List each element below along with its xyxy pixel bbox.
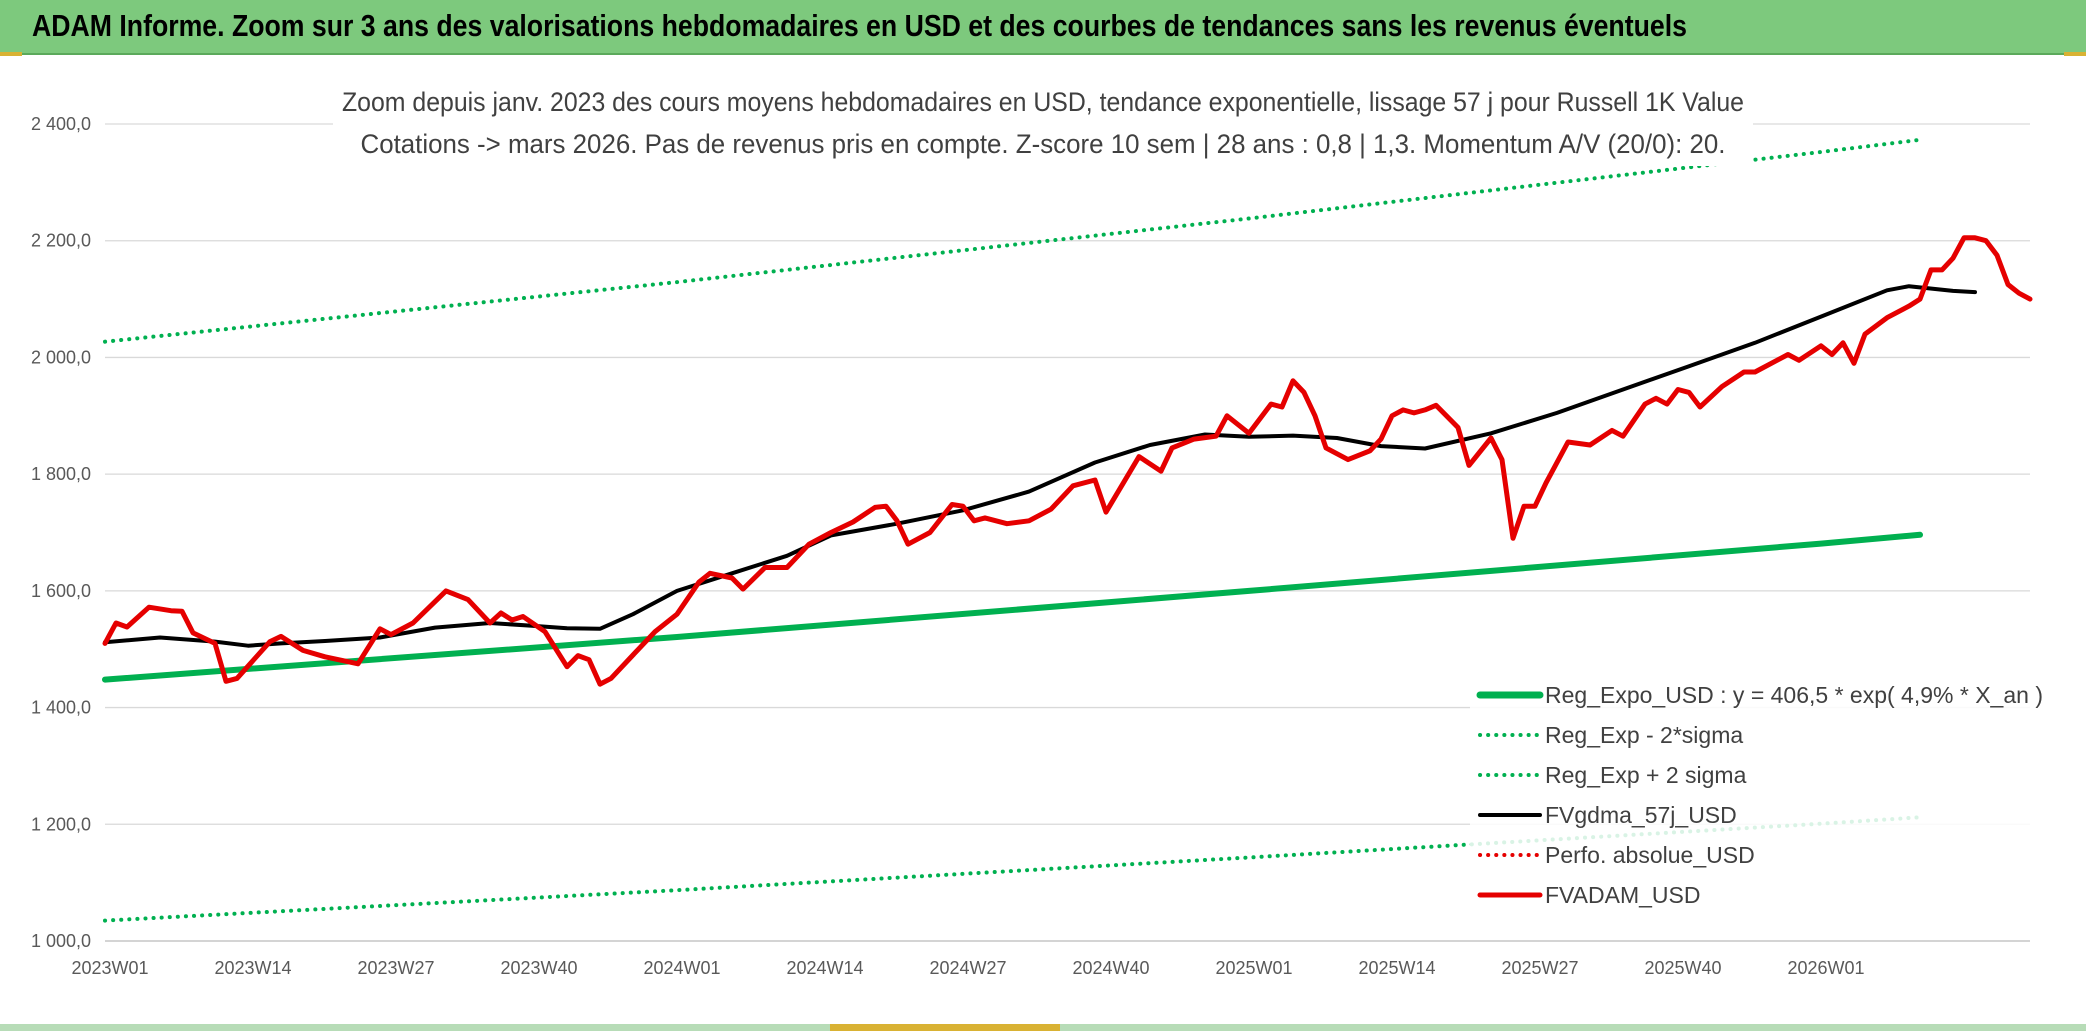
banner-title: ADAM Informe. Zoom sur 3 ans des valoris… — [32, 8, 1687, 43]
x-tick-label: 2024W40 — [1072, 958, 1149, 978]
x-tick-label: 2026W01 — [1787, 958, 1864, 978]
x-tick-label: 2025W27 — [1501, 958, 1578, 978]
series-line-reg-exp-2-sigma — [103, 137, 1922, 344]
corner-accent-left — [0, 52, 22, 56]
chart-subtitle: Zoom depuis janv. 2023 des cours moyens … — [333, 80, 1753, 166]
legend-label: Perfo. absolue_USD — [1545, 842, 1755, 868]
x-tick-label: 2025W01 — [1215, 958, 1292, 978]
y-tick-label: 1 000,0 — [31, 931, 91, 951]
legend-label: Reg_Exp + 2 sigma — [1545, 762, 1747, 788]
x-tick-label: 2024W14 — [786, 958, 863, 978]
x-tick-label: 2024W27 — [929, 958, 1006, 978]
series-line-fvgdma-57j-usd — [103, 284, 1977, 648]
series-line-fvadam-usd — [102, 235, 2033, 687]
x-tick-label: 2024W01 — [643, 958, 720, 978]
y-tick-label: 1 800,0 — [31, 464, 91, 484]
x-tick-label: 2023W40 — [500, 958, 577, 978]
y-tick-label: 1 400,0 — [31, 698, 91, 718]
legend-background — [1470, 670, 2030, 920]
legend-label: FVgdma_57j_USD — [1545, 802, 1737, 828]
x-tick-label: 2025W40 — [1644, 958, 1721, 978]
series-lines — [102, 137, 2033, 923]
x-tick-label: 2023W01 — [71, 958, 148, 978]
y-tick-label: 2 400,0 — [31, 114, 91, 134]
y-tick-label: 2 200,0 — [31, 231, 91, 251]
series-line-reg-expo-usd-y-406-5-exp — [102, 531, 1923, 683]
x-tick-label: 2023W27 — [357, 958, 434, 978]
legend-label: Reg_Exp - 2*sigma — [1545, 722, 1743, 748]
x-axis-ticks: 2023W01 2023W14 2023W27 2023W40 2024W01 2024W… — [71, 958, 1864, 978]
legend-label: Reg_Expo_USD : y = 406,5 * exp( 4,9% * X… — [1545, 682, 2043, 708]
y-tick-label: 1 600,0 — [31, 581, 91, 601]
y-tick-label: 2 000,0 — [31, 347, 91, 367]
x-tick-label: 2023W14 — [214, 958, 291, 978]
subtitle-line-2: Cotations -> mars 2026. Pas de revenus p… — [361, 129, 1726, 159]
bottom-accent — [830, 1024, 1060, 1031]
y-tick-label: 1 200,0 — [31, 814, 91, 834]
legend-label: FVADAM_USD — [1545, 882, 1701, 908]
subtitle-background — [333, 80, 1753, 166]
subtitle-line-1: Zoom depuis janv. 2023 des cours moyens … — [342, 87, 1744, 117]
x-tick-label: 2025W14 — [1358, 958, 1435, 978]
y-axis-ticks: 1 000,0 1 200,0 1 400,0 1 600,0 1 800,0 2 000… — [31, 114, 91, 951]
banner: ADAM Informe. Zoom sur 3 ans des valoris… — [0, 0, 2086, 55]
series-line-reg-exp-2-sigma — [103, 815, 1922, 923]
legend: Reg_Expo_USD : y = 406,5 * exp( 4,9% * X… — [1470, 670, 2043, 920]
corner-accent-right — [2064, 52, 2086, 56]
